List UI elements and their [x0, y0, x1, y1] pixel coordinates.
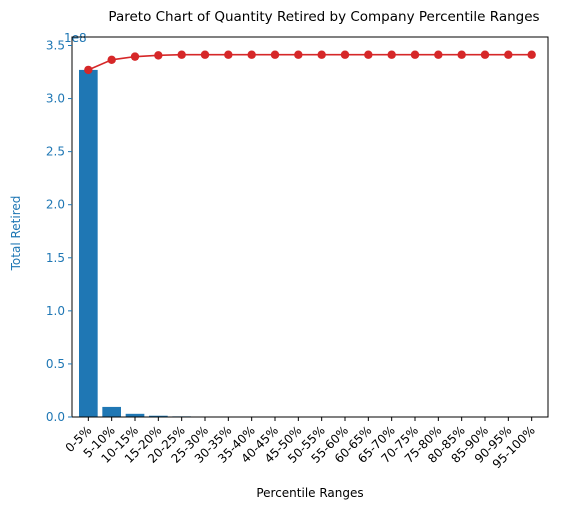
chart-title: Pareto Chart of Quantity Retired by Comp… — [108, 9, 539, 25]
bar — [102, 406, 121, 417]
bar — [125, 413, 145, 417]
cumulative-point — [527, 50, 536, 59]
y-tick-label: 0.5 — [46, 357, 65, 371]
plot-frame — [71, 36, 549, 418]
bar — [149, 415, 168, 417]
cumulative-point — [247, 50, 256, 59]
bar — [79, 69, 98, 417]
cumulative-point — [130, 52, 140, 61]
cumulative-point — [317, 50, 326, 59]
cumulative-point — [224, 50, 233, 59]
cumulative-point — [457, 50, 466, 59]
y-tick-label: 1.0 — [46, 304, 65, 318]
cumulative-point — [387, 50, 396, 59]
cumulative-point — [154, 51, 163, 60]
cumulative-point — [270, 50, 280, 59]
cumulative-point — [504, 50, 513, 59]
y-tick-label: 2.5 — [46, 145, 65, 159]
cumulative-point — [364, 50, 373, 59]
cumulative-point — [84, 65, 93, 75]
x-axis-label: Percentile Ranges — [256, 486, 363, 500]
cumulative-point — [177, 50, 186, 59]
cumulative-point — [480, 50, 490, 59]
plot-area: 0.00.51.01.52.02.53.03.50-5%5-10%10-15%1… — [46, 36, 549, 471]
cumulative-point — [294, 50, 303, 59]
cumulative-point — [434, 50, 443, 59]
cumulative-point — [410, 50, 420, 59]
y-offset-label: 1e8 — [64, 31, 87, 45]
cumulative-point — [107, 55, 116, 65]
y-tick-label: 1.5 — [46, 251, 65, 265]
cumulative-point — [200, 50, 210, 59]
y-tick-label: 3.0 — [46, 92, 65, 106]
y-axis-label: Total Retired — [9, 196, 23, 272]
cumulative-point — [340, 50, 350, 59]
y-tick-label: 2.0 — [46, 198, 65, 212]
y-tick-label: 0.0 — [46, 410, 65, 424]
y-tick-label: 3.5 — [46, 38, 65, 52]
